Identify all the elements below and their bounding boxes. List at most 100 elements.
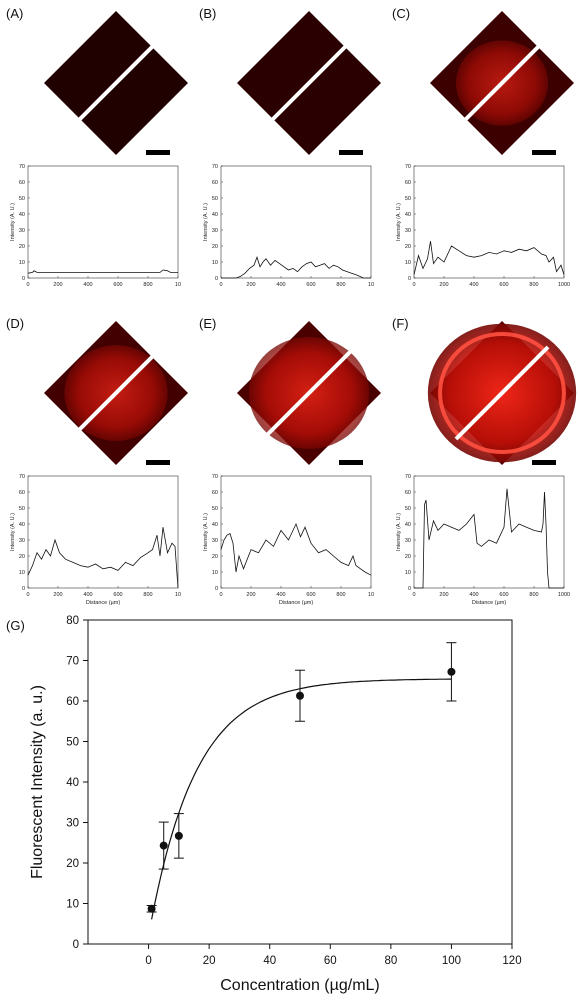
x-tick-label: 800 — [143, 592, 152, 598]
x-tick-label: 60 — [324, 955, 337, 967]
y-tick-label: 10 — [405, 260, 411, 266]
x-tick-label: 600 — [113, 282, 122, 288]
y-tick-label: 40 — [405, 212, 411, 218]
x-axis-label: Distance (µm) — [472, 600, 507, 606]
intensity-line — [221, 255, 371, 279]
x-tick-label: 800 — [336, 282, 345, 288]
y-tick-label: 60 — [405, 180, 411, 186]
y-tick-label: 60 — [66, 696, 79, 708]
fluorescence-image — [427, 321, 577, 465]
y-tick-label: 70 — [19, 474, 25, 480]
y-tick-label: 10 — [405, 570, 411, 576]
intensity-line — [27, 269, 178, 274]
scale-bar — [146, 150, 170, 155]
panel-g: (G) 0 10 20 30 40 50 60 70 80 0 20 40 60 80 100 120 Conce… — [6, 615, 522, 994]
fluorescence-image — [44, 11, 188, 155]
y-tick-label: 50 — [212, 506, 218, 512]
y-tick-label: 60 — [212, 490, 218, 496]
fluorescence-image — [237, 11, 381, 155]
y-axis-label: Intensity (A. U.) — [203, 203, 209, 241]
x-tick-label: 0 — [26, 592, 29, 598]
x-tick-label: 40 — [263, 955, 276, 967]
y-tick-label: 20 — [19, 244, 25, 250]
y-tick-label: 0 — [73, 939, 79, 951]
y-tick-label: 20 — [212, 244, 218, 250]
intensity-profile: 0 10 20 30 40 50 60 70 0 200 400 600 800 10 Intensity … — [10, 474, 181, 606]
x-tick-label: 200 — [53, 282, 62, 288]
plot-frame — [413, 165, 565, 279]
intensity-line — [27, 527, 179, 589]
y-axis-label: Intensity (A. U.) — [10, 203, 16, 241]
x-tick-label: 200 — [246, 592, 255, 598]
y-tick-label: 50 — [19, 196, 25, 202]
panel-label: (D) — [6, 316, 24, 331]
x-tick-label: 200 — [53, 592, 62, 598]
data-point — [446, 642, 457, 702]
y-axis-label: Fluorescent Intensity (a. u.) — [29, 685, 46, 879]
scale-bar — [339, 460, 363, 465]
x-tick-label: 600 — [306, 592, 315, 598]
y-tick-label: 40 — [212, 212, 218, 218]
y-axis-label: Intensity (A. U.) — [396, 513, 402, 551]
panel-label: (E) — [199, 316, 216, 331]
scale-bar — [532, 150, 556, 155]
intensity-profile: 0 10 20 30 40 50 60 70 0 200 400 600 800 10 Intensity … — [203, 474, 374, 606]
x-tick-label: 0 — [145, 955, 151, 967]
x-tick-label: 400 — [83, 282, 92, 288]
x-tick-label: 800 — [529, 592, 538, 598]
panel-label: (C) — [392, 6, 410, 21]
plot-frame — [220, 475, 372, 589]
x-tick-label: 400 — [469, 282, 478, 288]
x-tick-label: 600 — [306, 282, 315, 288]
y-tick-label: 10 — [212, 260, 218, 266]
y-tick-label: 70 — [19, 164, 25, 170]
panel-a: (A) 0 10 20 30 40 50 60 70 0 200 400 600 800 10 Intensi… — [6, 6, 188, 288]
intensity-line — [413, 241, 565, 275]
y-tick-label: 80 — [66, 615, 79, 627]
x-tick-label: 800 — [143, 282, 152, 288]
scale-bar — [532, 460, 556, 465]
x-tick-label: 400 — [83, 592, 92, 598]
y-tick-label: 70 — [212, 164, 218, 170]
y-axis-label: Intensity (A. U.) — [10, 513, 16, 551]
x-tick-label: 100 — [442, 955, 461, 967]
intensity-profile: 0 10 20 30 40 50 60 70 0 200 400 600 800 1000 Intensit… — [396, 164, 570, 288]
x-tick-label: 600 — [113, 592, 122, 598]
x-axis-label: Distance (µm) — [86, 600, 121, 606]
x-tick-label: 10 — [175, 592, 181, 598]
scale-bar — [146, 460, 170, 465]
y-tick-label: 50 — [212, 196, 218, 202]
panel-c: (C) 0 10 20 30 40 50 60 70 0 200 400 600 800 1000 Inten… — [392, 6, 574, 288]
x-tick-label: 80 — [384, 955, 397, 967]
y-tick-label: 0 — [22, 276, 25, 282]
y-tick-label: 70 — [405, 164, 411, 170]
y-tick-label: 10 — [66, 899, 79, 911]
x-tick-label: 0 — [219, 282, 222, 288]
x-tick-label: 1000 — [558, 592, 570, 598]
y-tick-label: 10 — [19, 260, 25, 266]
fluorescence-image — [237, 321, 381, 465]
y-tick-label: 20 — [405, 554, 411, 560]
y-tick-label: 60 — [405, 490, 411, 496]
y-tick-label: 10 — [19, 570, 25, 576]
y-tick-label: 30 — [405, 538, 411, 544]
y-tick-label: 40 — [19, 212, 25, 218]
y-tick-label: 70 — [405, 474, 411, 480]
panel-label: (G) — [6, 618, 25, 633]
x-tick-label: 800 — [529, 282, 538, 288]
y-tick-label: 20 — [405, 244, 411, 250]
x-tick-label: 600 — [499, 592, 508, 598]
x-tick-label: 400 — [276, 282, 285, 288]
y-tick-label: 70 — [66, 656, 79, 668]
intensity-profile: 0 10 20 30 40 50 60 70 0 200 400 600 800 1000 Intensit… — [396, 474, 570, 606]
y-tick-label: 60 — [212, 180, 218, 186]
x-axis-label: Concentration (µg/mL) — [220, 977, 380, 994]
x-tick-label: 10 — [368, 282, 374, 288]
y-tick-label: 40 — [212, 522, 218, 528]
y-tick-label: 60 — [19, 180, 25, 186]
y-tick-label: 60 — [19, 490, 25, 496]
y-tick-label: 0 — [215, 276, 218, 282]
x-tick-label: 400 — [469, 592, 478, 598]
y-tick-label: 50 — [19, 506, 25, 512]
